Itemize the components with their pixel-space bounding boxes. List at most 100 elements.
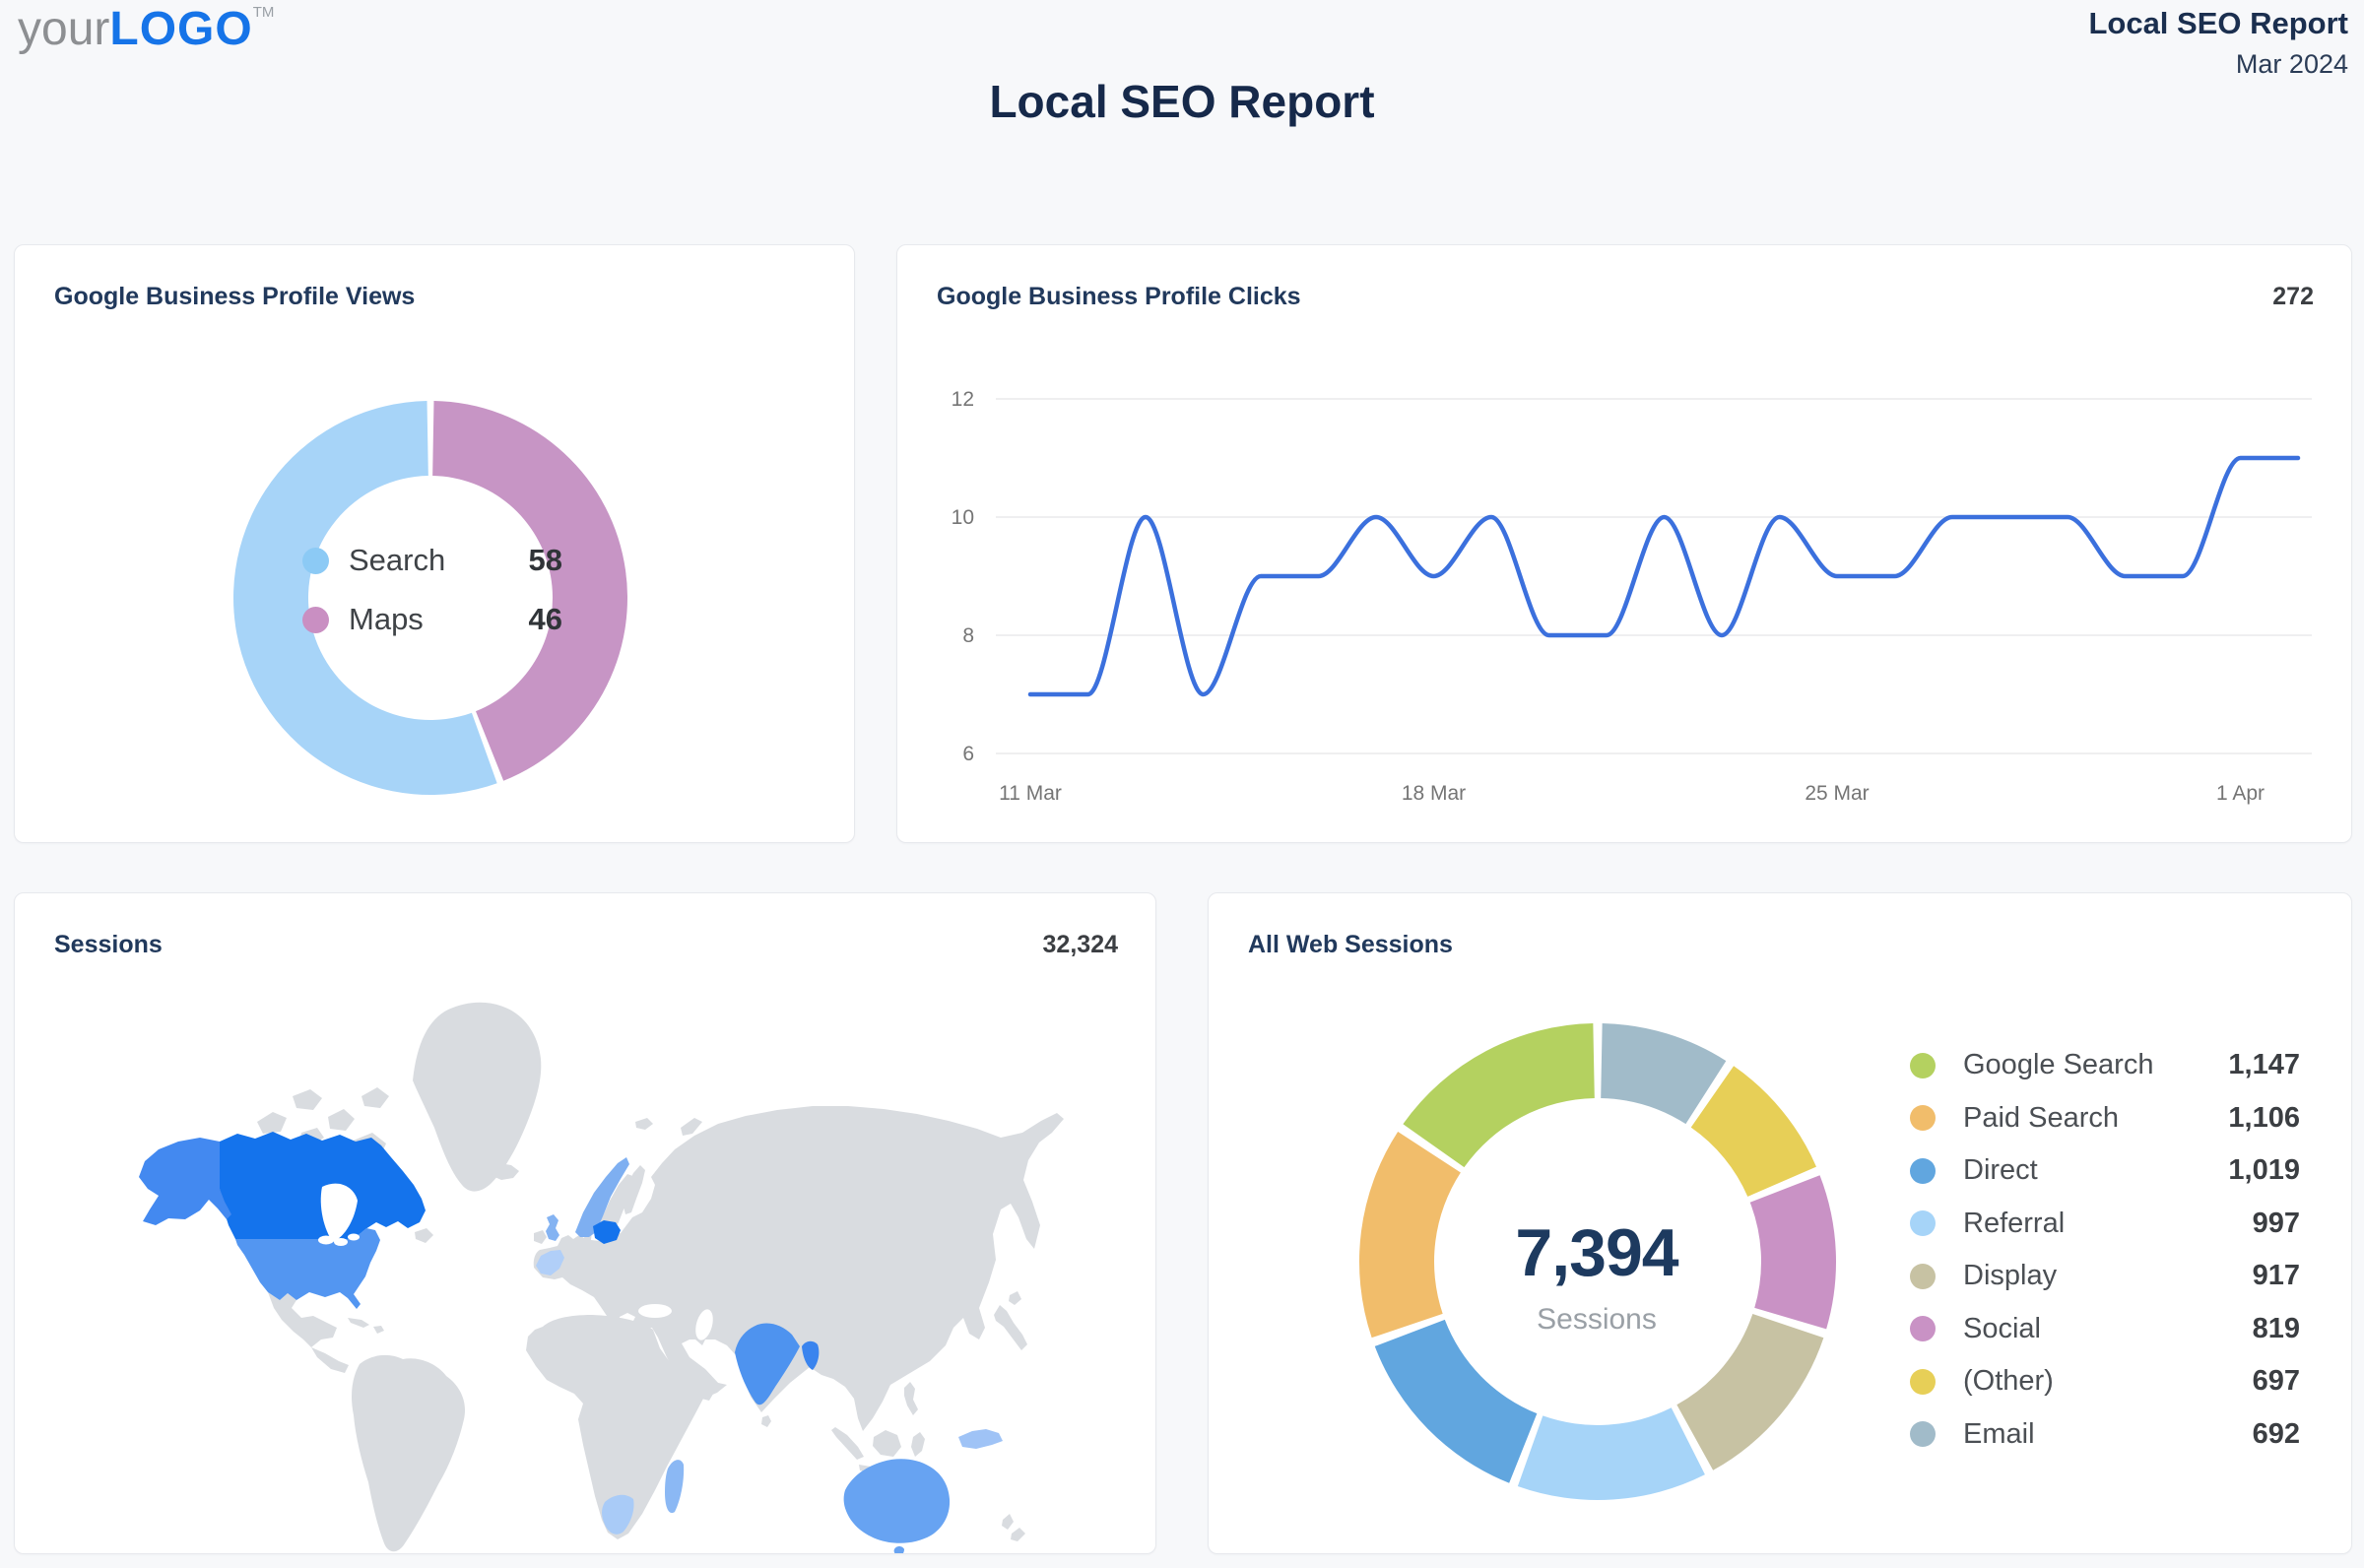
legend-row-display: Display 917 bbox=[1910, 1250, 2300, 1303]
legend-dot-search bbox=[302, 547, 329, 574]
map-land-philippines bbox=[904, 1382, 918, 1415]
y-axis-tick-12: 12 bbox=[952, 388, 974, 411]
map-region-madagascar bbox=[665, 1460, 685, 1514]
legend-row-direct: Direct 1,019 bbox=[1910, 1144, 2300, 1198]
logo-word-logo: LOGO bbox=[109, 3, 253, 55]
legend-value-google-search: 1,147 bbox=[2228, 1049, 2300, 1081]
legend-dot-referral bbox=[1910, 1210, 1936, 1237]
map-land-greenland bbox=[413, 1002, 542, 1192]
legend-row-other: (Other) 697 bbox=[1910, 1355, 2300, 1408]
card-gbp-clicks: Google Business Profile Clicks 272 12 10 8… bbox=[896, 244, 2352, 843]
map-region-papua-new-guinea bbox=[958, 1429, 1003, 1449]
map-water-caspian-sea bbox=[695, 1309, 713, 1340]
card-web-sessions-title: All Web Sessions bbox=[1248, 931, 1453, 958]
legend-dot-other bbox=[1910, 1368, 1936, 1395]
map-region-norway bbox=[575, 1157, 629, 1237]
logo-trademark: TM bbox=[252, 4, 275, 21]
map-land-cuba bbox=[348, 1318, 369, 1328]
card-sessions-map: Sessions 32,324 bbox=[14, 892, 1156, 1554]
gbp-clicks-line-chart: 12 10 8 6 11 Mar 18 Mar 25 Mar 1 Apr bbox=[952, 388, 2312, 805]
map-land-iceland bbox=[491, 1163, 519, 1180]
map-region-tasmania bbox=[893, 1546, 904, 1553]
map-land-new-zealand bbox=[1002, 1514, 1014, 1530]
legend-value-referral: 997 bbox=[2252, 1207, 2300, 1239]
legend-dot-social bbox=[1910, 1316, 1936, 1342]
legend-label-search: Search bbox=[349, 543, 446, 577]
legend-value-social: 819 bbox=[2252, 1312, 2300, 1344]
map-land-japan bbox=[994, 1305, 1027, 1350]
map-land-arctic-island bbox=[257, 1112, 287, 1134]
web-sessions-center: 7,394 Sessions bbox=[1515, 1214, 1678, 1337]
report-header-title: Local SEO Report bbox=[2088, 6, 2348, 40]
x-axis-tick-1-apr: 1 Apr bbox=[2216, 782, 2265, 805]
legend-value-display: 917 bbox=[2252, 1260, 2300, 1292]
line-chart-series bbox=[1027, 455, 2301, 697]
web-sessions-center-value: 7,394 bbox=[1515, 1215, 1678, 1290]
card-gbp-clicks-title: Google Business Profile Clicks bbox=[937, 283, 1301, 310]
map-land-newfoundland bbox=[415, 1228, 433, 1243]
x-axis-tick-18-mar: 18 Mar bbox=[1402, 782, 1466, 805]
donut-slice-search bbox=[232, 401, 497, 795]
map-land-new-zealand bbox=[1011, 1528, 1025, 1541]
x-axis-tick-25-mar: 25 Mar bbox=[1805, 782, 1869, 805]
legend-label-other: (Other) bbox=[1963, 1365, 2054, 1398]
legend-label-google-search: Google Search bbox=[1963, 1049, 2154, 1081]
map-land-borneo bbox=[873, 1430, 901, 1457]
legend-row-paid-search: Paid Search 1,106 bbox=[1910, 1092, 2300, 1145]
y-axis-tick-6: 6 bbox=[962, 743, 974, 765]
card-gbp-views-title: Google Business Profile Views bbox=[54, 283, 416, 310]
page-title: Local SEO Report bbox=[989, 76, 1375, 127]
legend-dot-display bbox=[1910, 1263, 1936, 1289]
gbp-clicks-total: 272 bbox=[2272, 283, 2314, 310]
legend-value-other: 697 bbox=[2252, 1365, 2300, 1398]
map-land-sumatra bbox=[831, 1427, 864, 1460]
map-land-hispaniola bbox=[373, 1326, 384, 1334]
legend-value-paid-search: 1,106 bbox=[2228, 1101, 2300, 1134]
legend-value-email: 692 bbox=[2252, 1417, 2300, 1450]
map-land-south-america bbox=[352, 1354, 466, 1552]
legend-row-social: Social 819 bbox=[1910, 1303, 2300, 1356]
report-header-meta: Local SEO Report Mar 2024 bbox=[2088, 6, 2348, 80]
gbp-views-legend: Search 58 Maps 46 bbox=[302, 539, 562, 657]
legend-dot-maps bbox=[302, 606, 329, 633]
donut-slice-direct bbox=[1374, 1319, 1538, 1483]
map-water-great-lake bbox=[334, 1238, 348, 1246]
map-land-mexico bbox=[268, 1292, 337, 1347]
map-land-ireland bbox=[534, 1230, 547, 1244]
map-land-svalbard bbox=[635, 1118, 653, 1130]
map-region-india bbox=[735, 1323, 800, 1405]
legend-row-search: Search 58 bbox=[302, 539, 562, 582]
legend-label-email: Email bbox=[1963, 1417, 2035, 1450]
map-land-finland bbox=[623, 1165, 645, 1214]
clicks-line-series bbox=[1027, 455, 2301, 697]
web-sessions-legend: Google Search 1,147 Paid Search 1,106 Direct… bbox=[1910, 1039, 2300, 1461]
donut-slice-email bbox=[1601, 1023, 1727, 1125]
map-region-bangladesh bbox=[802, 1340, 820, 1370]
y-axis-tick-10: 10 bbox=[952, 506, 974, 529]
map-region-poland bbox=[593, 1220, 621, 1244]
legend-label-direct: Direct bbox=[1963, 1154, 2038, 1187]
legend-row-google-search: Google Search 1,147 bbox=[1910, 1039, 2300, 1092]
legend-label-paid-search: Paid Search bbox=[1963, 1101, 2119, 1134]
map-land-arctic-island bbox=[293, 1089, 322, 1110]
legend-label-display: Display bbox=[1963, 1260, 2058, 1292]
card-web-sessions: All Web Sessions 7,394 Sessions Google S… bbox=[1208, 892, 2352, 1554]
line-chart-axis-labels: 12 10 8 6 11 Mar 18 Mar 25 Mar 1 Apr bbox=[952, 388, 2265, 805]
report-period: Mar 2024 bbox=[2235, 49, 2348, 79]
map-water-great-lake bbox=[318, 1235, 334, 1245]
legend-row-maps: Maps 46 bbox=[302, 598, 562, 641]
card-sessions-title: Sessions bbox=[54, 931, 163, 958]
map-land-arctic-island bbox=[361, 1087, 389, 1108]
card-gbp-views: Google Business Profile Views Search 58 Ma… bbox=[14, 244, 855, 843]
legend-row-email: Email 692 bbox=[1910, 1408, 2300, 1462]
map-land-sulawesi bbox=[911, 1432, 925, 1457]
donut-slice-referral bbox=[1517, 1407, 1705, 1500]
map-land-hokkaido bbox=[1009, 1291, 1021, 1305]
legend-dot-email bbox=[1910, 1421, 1936, 1448]
legend-dot-direct bbox=[1910, 1157, 1936, 1184]
gbp-views-donut-chart bbox=[232, 401, 628, 795]
legend-dot-google-search bbox=[1910, 1052, 1936, 1078]
line-chart-grid bbox=[996, 398, 2312, 754]
donut-slice-display bbox=[1676, 1313, 1824, 1470]
